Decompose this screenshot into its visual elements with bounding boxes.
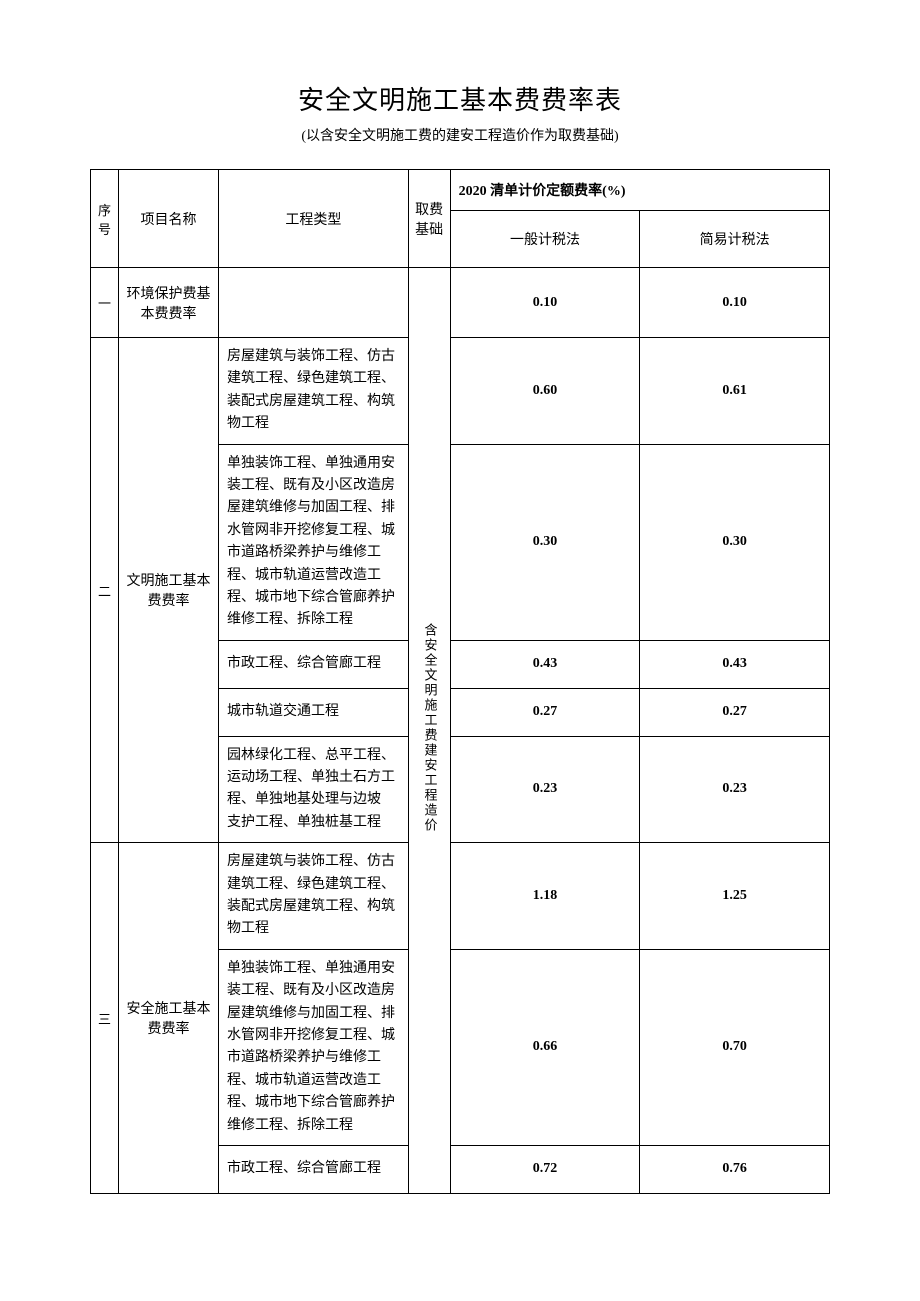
type-cell: 单独装饰工程、单独通用安装工程、既有及小区改造房屋建筑维修与加固工程、排水管网非… — [219, 444, 409, 640]
rate-general-cell: 0.10 — [450, 268, 640, 338]
table-row: 一 环境保护费基本费费率 含安全文明施工费建安工程造价 0.10 0.10 — [91, 268, 830, 338]
hdr-rate-general: 一般计税法 — [450, 211, 640, 268]
rate-general-cell: 0.66 — [450, 949, 640, 1145]
name-cell: 安全施工基本费费率 — [119, 843, 219, 1194]
type-cell: 市政工程、综合管廊工程 — [219, 1145, 409, 1193]
rate-simple-cell: 0.23 — [640, 736, 830, 843]
type-cell: 房屋建筑与装饰工程、仿古建筑工程、绿色建筑工程、装配式房屋建筑工程、构筑物工程 — [219, 338, 409, 445]
rate-general-cell: 1.18 — [450, 843, 640, 950]
hdr-rate-simple: 简易计税法 — [640, 211, 830, 268]
table-header-row-1: 序号 项目名称 工程类型 取费基础 2020 清单计价定额费率(%) — [91, 170, 830, 211]
type-cell: 房屋建筑与装饰工程、仿古建筑工程、绿色建筑工程、装配式房屋建筑工程、构筑物工程 — [219, 843, 409, 950]
hdr-rate-group: 2020 清单计价定额费率(%) — [450, 170, 829, 211]
type-cell: 城市轨道交通工程 — [219, 688, 409, 736]
page-subtitle: (以含安全文明施工费的建安工程造价作为取费基础) — [90, 125, 830, 145]
name-cell: 环境保护费基本费费率 — [119, 268, 219, 338]
rate-simple-cell: 0.27 — [640, 688, 830, 736]
table-row: 二 文明施工基本费费率 房屋建筑与装饰工程、仿古建筑工程、绿色建筑工程、装配式房… — [91, 338, 830, 445]
rate-general-cell: 0.60 — [450, 338, 640, 445]
seq-cell: 三 — [91, 843, 119, 1194]
type-cell: 市政工程、综合管廊工程 — [219, 640, 409, 688]
rate-simple-cell: 1.25 — [640, 843, 830, 950]
rate-general-cell: 0.43 — [450, 640, 640, 688]
basis-text: 含安全文明施工费建安工程造价 — [419, 623, 440, 833]
type-cell: 单独装饰工程、单独通用安装工程、既有及小区改造房屋建筑维修与加固工程、排水管网非… — [219, 949, 409, 1145]
name-cell: 文明施工基本费费率 — [119, 338, 219, 843]
seq-cell: 一 — [91, 268, 119, 338]
hdr-name: 项目名称 — [119, 170, 219, 268]
type-cell — [219, 268, 409, 338]
rate-general-cell: 0.30 — [450, 444, 640, 640]
rate-simple-cell: 0.61 — [640, 338, 830, 445]
hdr-seq: 序号 — [91, 170, 119, 268]
hdr-basis: 取费基础 — [408, 170, 450, 268]
rate-general-cell: 0.72 — [450, 1145, 640, 1193]
basis-cell: 含安全文明施工费建安工程造价 — [408, 268, 450, 1194]
rate-simple-cell: 0.70 — [640, 949, 830, 1145]
rate-general-cell: 0.23 — [450, 736, 640, 843]
fee-rate-table: 序号 项目名称 工程类型 取费基础 2020 清单计价定额费率(%) 一般计税法… — [90, 169, 830, 1194]
hdr-type: 工程类型 — [219, 170, 409, 268]
rate-simple-cell: 0.10 — [640, 268, 830, 338]
rate-simple-cell: 0.76 — [640, 1145, 830, 1193]
type-cell: 园林绿化工程、总平工程、运动场工程、单独土石方工程、单独地基处理与边坡 支护工程… — [219, 736, 409, 843]
table-row: 三 安全施工基本费费率 房屋建筑与装饰工程、仿古建筑工程、绿色建筑工程、装配式房… — [91, 843, 830, 950]
page-title: 安全文明施工基本费费率表 — [90, 80, 830, 117]
rate-general-cell: 0.27 — [450, 688, 640, 736]
seq-cell: 二 — [91, 338, 119, 843]
rate-simple-cell: 0.43 — [640, 640, 830, 688]
rate-simple-cell: 0.30 — [640, 444, 830, 640]
